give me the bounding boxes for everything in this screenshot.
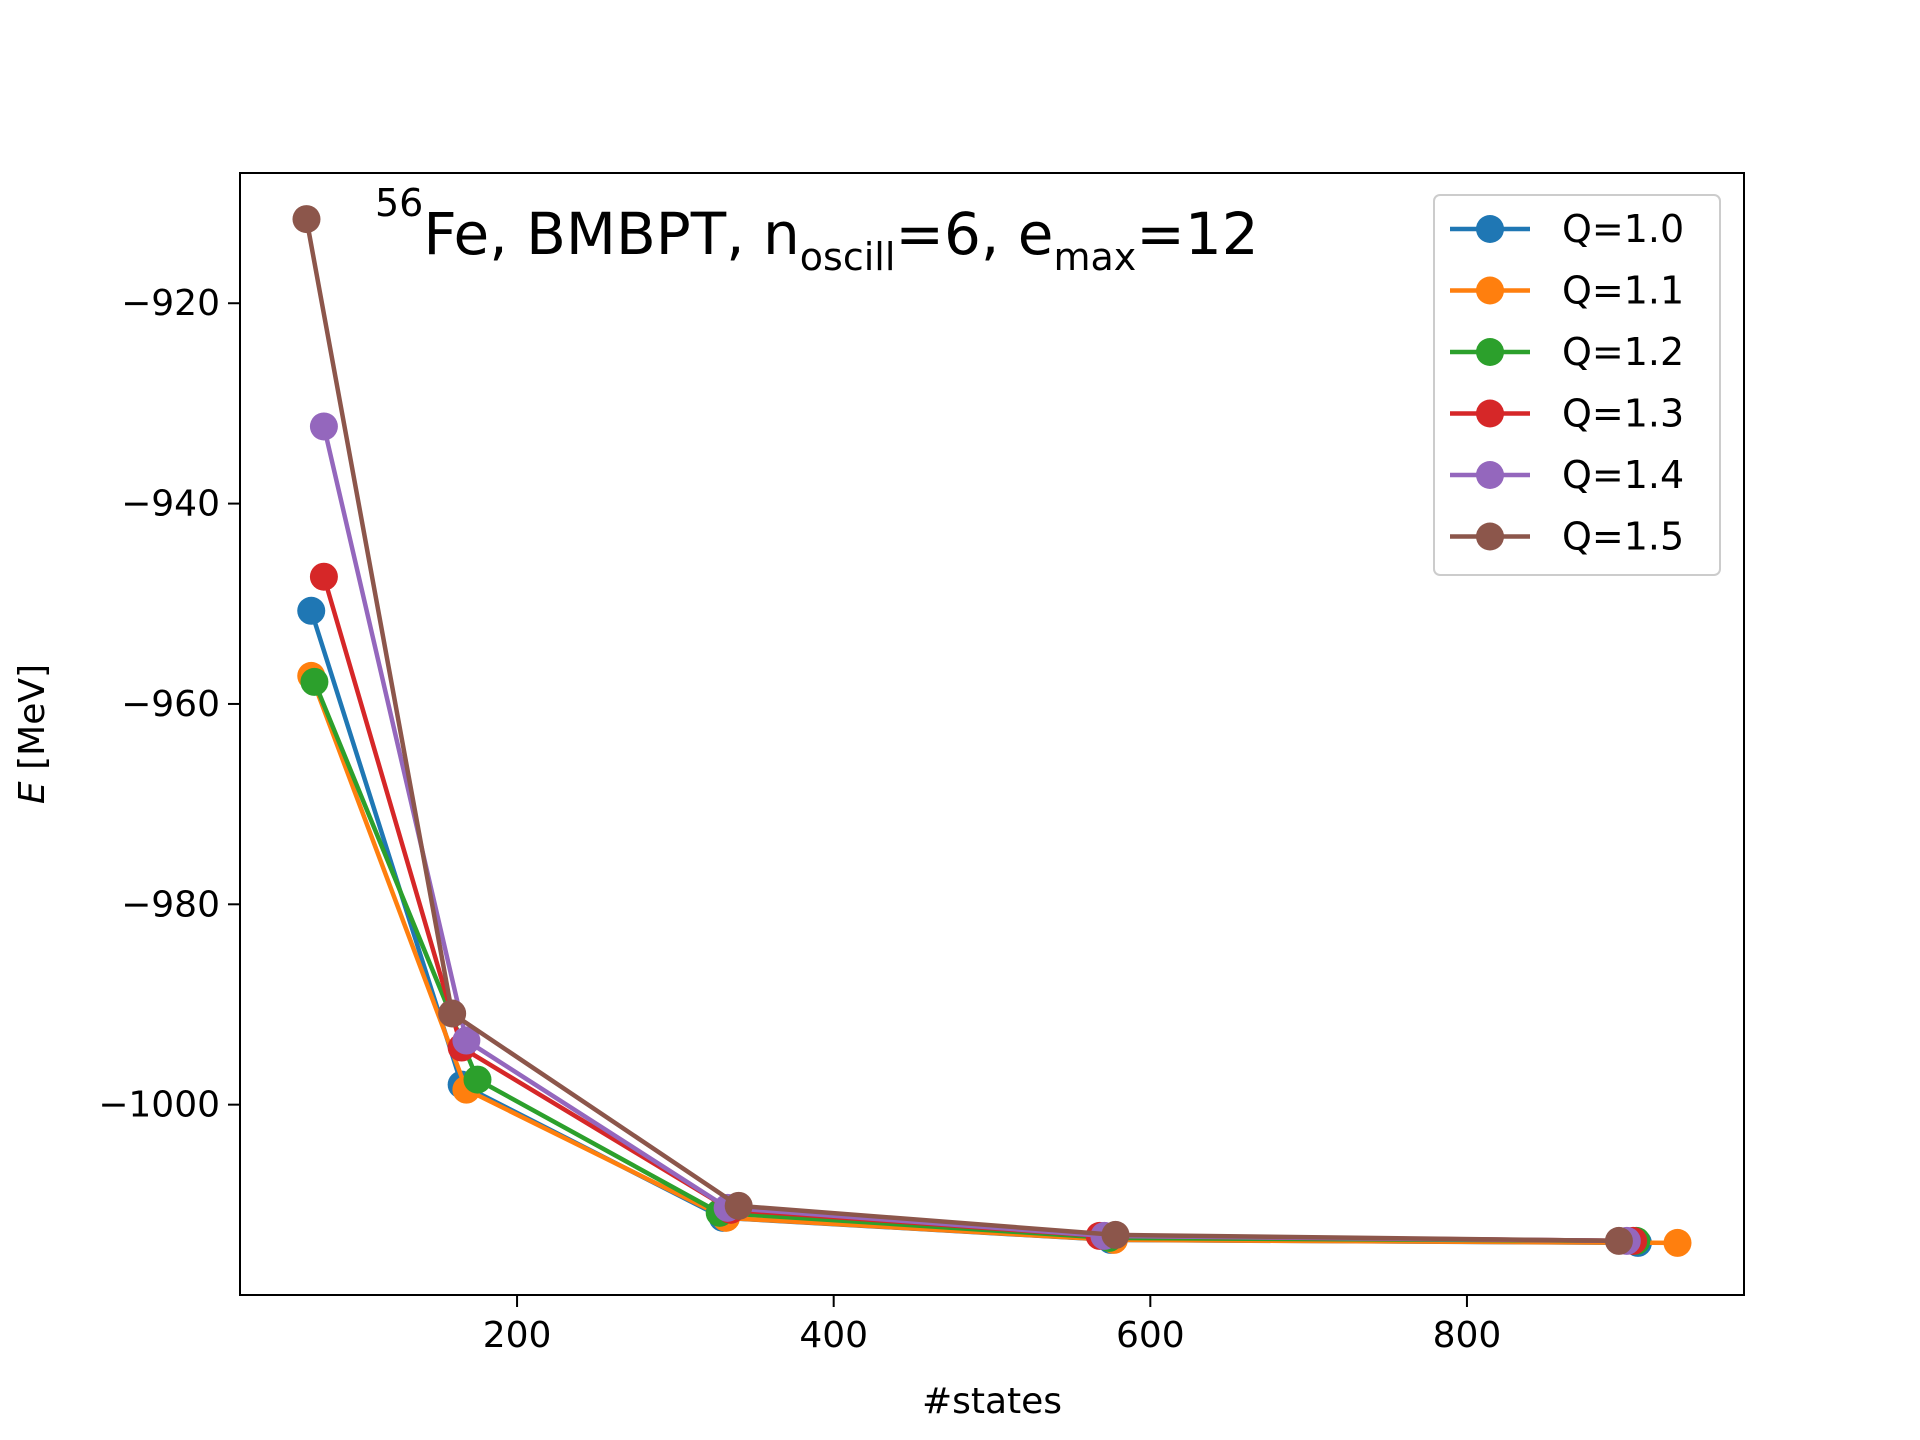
y-axis-label-unit: [MeV]: [12, 664, 53, 781]
y-axis-label: E [MeV]: [12, 664, 53, 804]
data-point: [297, 596, 326, 625]
y-tick-label: −980: [121, 884, 220, 925]
title-superscript: 56: [375, 181, 423, 225]
legend-entry: Q=1.5: [1450, 515, 1684, 559]
legend-label: Q=1.2: [1562, 330, 1684, 374]
data-point: [452, 1026, 481, 1055]
axes-frame: [239, 172, 1745, 1296]
plot-area: [292, 205, 1692, 1257]
legend-marker: [1476, 461, 1504, 489]
y-axis-label-symbol: E: [12, 781, 53, 804]
legend-label: Q=1.1: [1562, 269, 1684, 313]
data-point: [463, 1065, 492, 1094]
legend-label: Q=1.0: [1562, 207, 1684, 251]
legend-entry: Q=1.4: [1450, 453, 1684, 497]
title-subscript-1: oscill: [800, 235, 896, 279]
y-tick-label: −960: [121, 684, 220, 725]
data-point: [724, 1191, 753, 1220]
legend-entry: Q=1.3: [1450, 392, 1684, 436]
data-point: [1604, 1226, 1633, 1255]
data-point: [292, 205, 321, 234]
data-point: [309, 412, 338, 441]
x-ticks: 200 400 600 800: [483, 1295, 1502, 1356]
data-point: [300, 667, 329, 696]
data-point: [1663, 1228, 1692, 1257]
legend-label: Q=1.3: [1562, 392, 1684, 436]
data-point: [438, 999, 467, 1028]
chart-title: 56Fe, BMBPT, noscill=6, emax=12: [375, 181, 1259, 279]
legend-marker: [1476, 276, 1504, 305]
legend-label: Q=1.5: [1562, 515, 1684, 559]
x-tick-label: 600: [1116, 1315, 1185, 1356]
series-Q=1.5: [292, 205, 1633, 1255]
x-tick-label: 400: [799, 1315, 868, 1356]
y-ticks: −920 −940 −960 −980 −1000: [98, 283, 240, 1126]
legend-entry: Q=1.1: [1450, 269, 1684, 313]
legend-label: Q=1.4: [1562, 453, 1684, 497]
x-axis-label: #states: [922, 1381, 1062, 1422]
x-tick-label: 200: [483, 1315, 552, 1356]
legend-marker: [1476, 522, 1504, 551]
y-tick-label: −920: [121, 283, 220, 324]
x-tick-label: 800: [1433, 1315, 1502, 1356]
legend-entry: Q=1.2: [1450, 330, 1684, 374]
legend-entry: Q=1.0: [1450, 207, 1684, 251]
legend-marker: [1476, 215, 1504, 243]
title-main: Fe, BMBPT, n: [423, 200, 799, 268]
y-tick-label: −1000: [98, 1085, 220, 1126]
legend-marker: [1476, 338, 1504, 366]
y-tick-label: −940: [121, 484, 220, 525]
legend-entries: Q=1.0 Q=1.1 Q=1.2 Q=1.3 Q=1.4 Q=1.5: [1450, 207, 1684, 559]
data-point: [1101, 1220, 1130, 1249]
title-middle: =6, e: [895, 200, 1053, 268]
legend-marker: [1476, 399, 1504, 428]
title-subscript-2: max: [1053, 235, 1136, 279]
series-layer: [292, 205, 1692, 1257]
legend: Q=1.0 Q=1.1 Q=1.2 Q=1.3 Q=1.4 Q=1.5: [1433, 194, 1721, 576]
data-point: [309, 562, 338, 591]
title-end: =12: [1136, 200, 1258, 268]
